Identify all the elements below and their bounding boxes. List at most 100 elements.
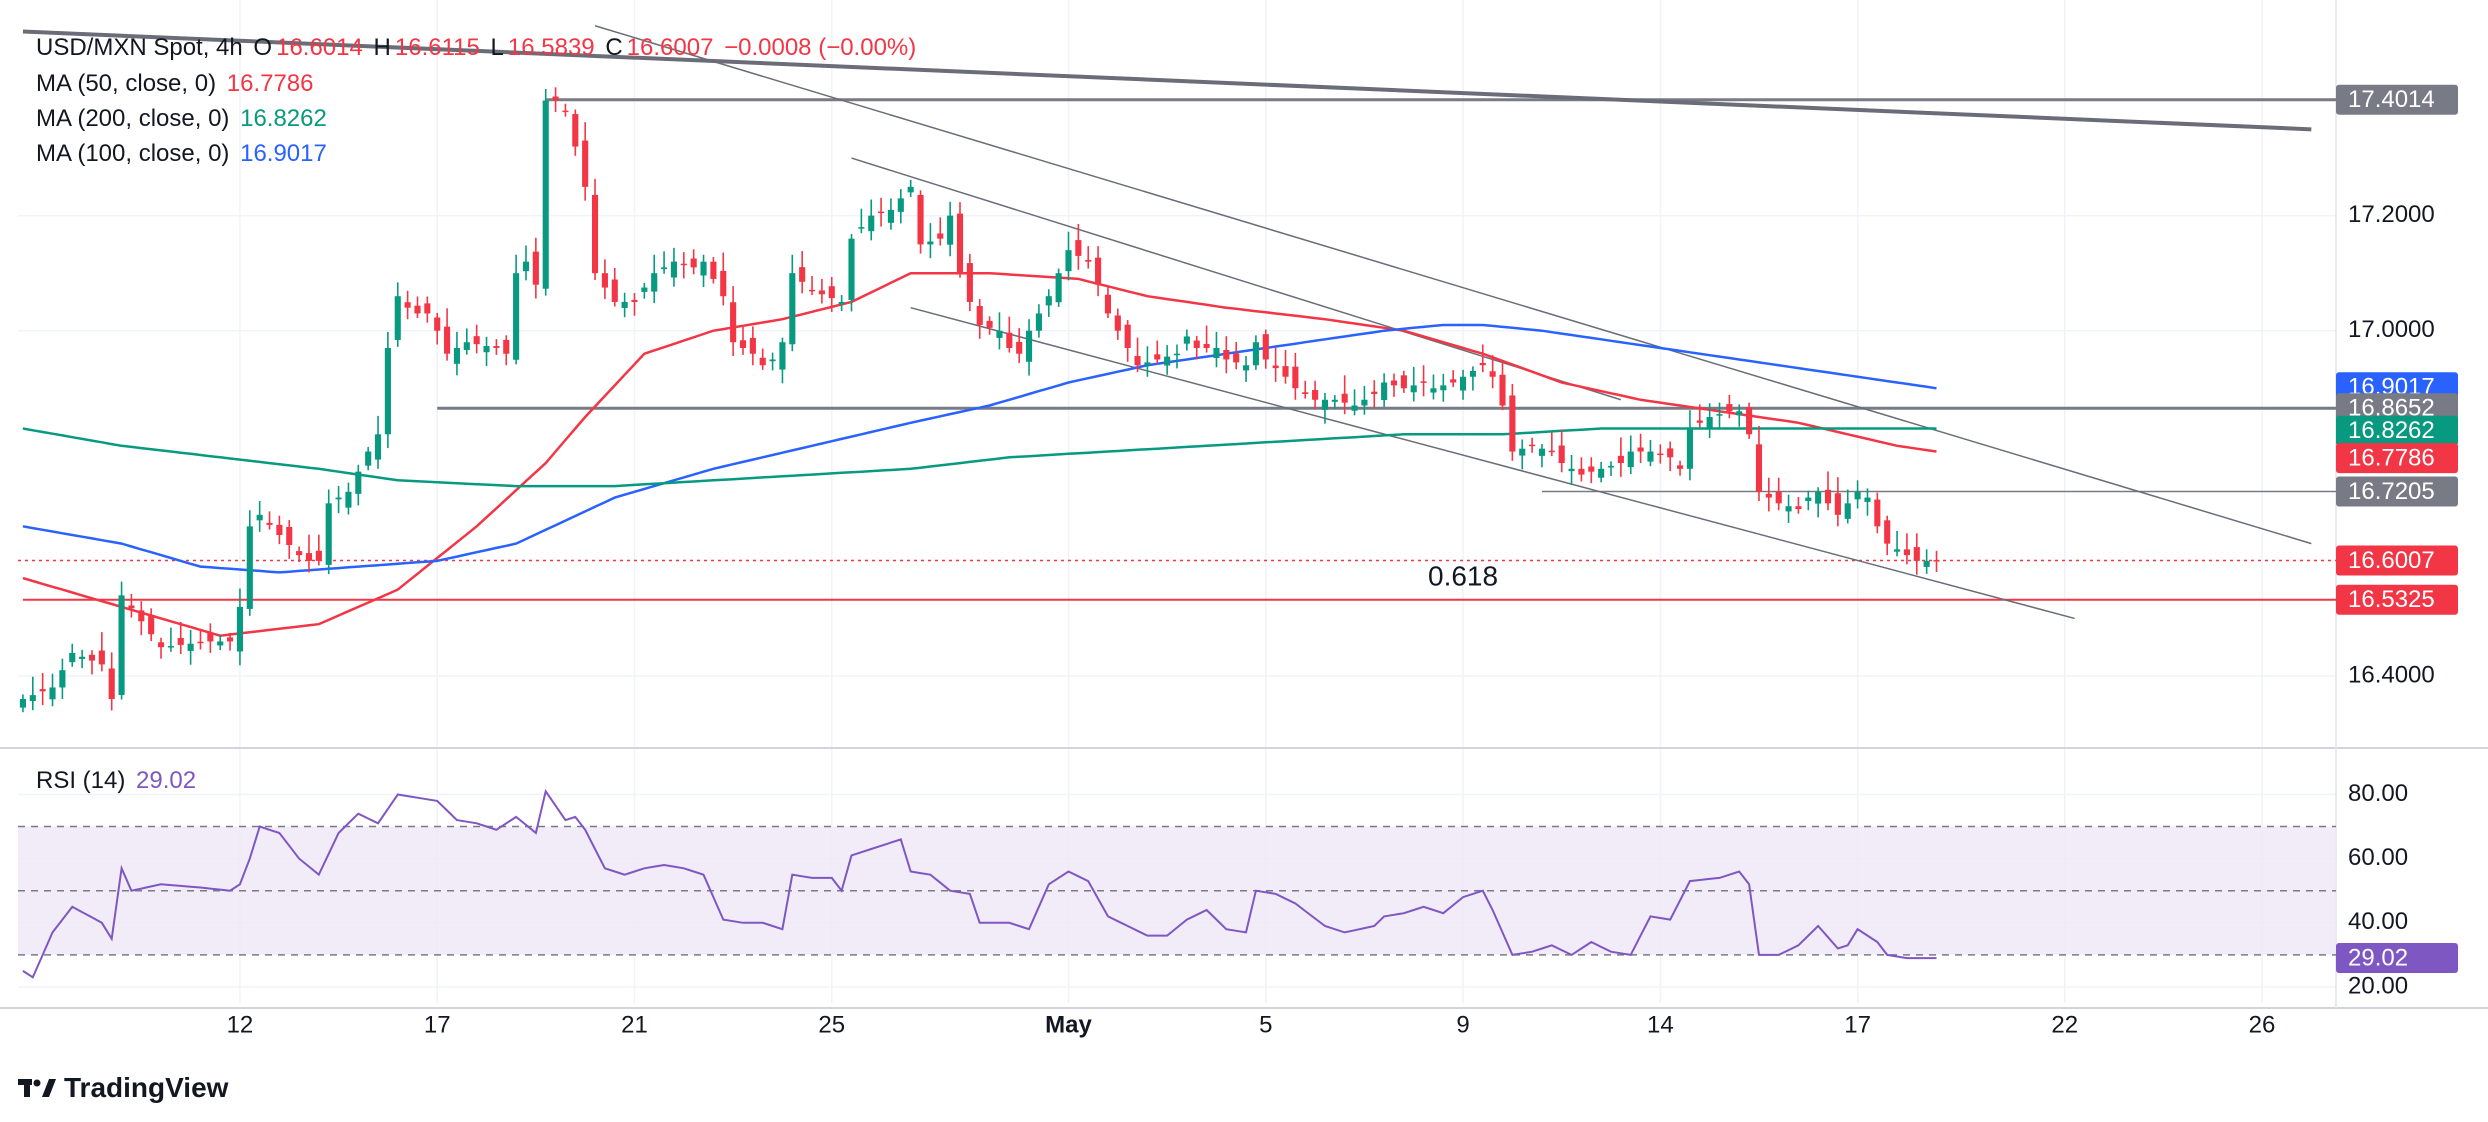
candle-172 xyxy=(1716,414,1723,416)
candle-161 xyxy=(1607,465,1615,468)
candle-59 xyxy=(601,273,608,288)
candle-89 xyxy=(897,198,904,212)
rsi-value: 29.02 xyxy=(136,767,197,794)
candle-17 xyxy=(187,643,194,651)
candle-65 xyxy=(661,267,668,270)
candle-124 xyxy=(1242,365,1250,371)
candle-85 xyxy=(858,227,865,229)
candle-1 xyxy=(29,695,36,701)
candle-16 xyxy=(177,637,184,645)
candle-46 xyxy=(473,336,480,345)
candle-82 xyxy=(828,286,835,299)
candle-170 xyxy=(1696,420,1703,423)
candle-4 xyxy=(59,670,66,688)
candle-166 xyxy=(1657,453,1664,456)
candle-32 xyxy=(335,497,342,500)
candle-2 xyxy=(39,689,46,692)
price-tag-16.5325 xyxy=(2336,584,2458,615)
candle-50 xyxy=(513,273,520,360)
candle-151 xyxy=(1509,395,1516,452)
candle-20 xyxy=(217,641,224,646)
candle-154 xyxy=(1538,448,1546,456)
legend-rsi[interactable]: RSI (14) 29.02 xyxy=(36,767,200,795)
candle-138 xyxy=(1381,382,1388,401)
candle-137 xyxy=(1371,391,1378,395)
axes: 17.2000 17.0000 16.4000 80.00 60.00 40.00 20.0… xyxy=(227,201,2435,1038)
candle-103 xyxy=(1035,313,1042,331)
candle-177 xyxy=(1765,493,1772,498)
candle-116 xyxy=(1164,356,1171,366)
time-tick-May: May xyxy=(1045,1011,1092,1038)
candle-55 xyxy=(562,110,569,113)
candle-19 xyxy=(207,632,214,642)
candle-164 xyxy=(1637,447,1644,452)
legend-ma50[interactable]: MA (50, close, 0) 16.7786 xyxy=(36,70,318,98)
rsi-line xyxy=(22,788,1937,979)
price-tag-text-16.5325: 16.5325 xyxy=(2348,586,2435,613)
candle-39 xyxy=(404,302,411,308)
time-tick-9: 9 xyxy=(1456,1011,1469,1038)
tradingview-logo[interactable]: TradingView xyxy=(18,1072,228,1104)
candle-191 xyxy=(1903,549,1910,556)
candle-113 xyxy=(1134,356,1141,366)
candle-131 xyxy=(1312,389,1319,400)
candle-23 xyxy=(246,526,253,609)
price-tick-17.0000: 17.0000 xyxy=(2348,316,2435,343)
candle-47 xyxy=(483,346,490,353)
candle-140 xyxy=(1400,375,1407,389)
candle-189 xyxy=(1884,520,1891,544)
candle-110 xyxy=(1104,294,1112,314)
candle-155 xyxy=(1548,450,1555,453)
symbol-title[interactable]: USD/MXN Spot, 4h xyxy=(36,34,243,61)
candle-37 xyxy=(384,347,391,435)
candle-61 xyxy=(621,301,628,308)
candle-133 xyxy=(1331,399,1338,402)
candle-30 xyxy=(315,550,322,561)
candle-136 xyxy=(1361,399,1368,406)
candle-72 xyxy=(730,302,737,343)
candle-181 xyxy=(1805,497,1812,502)
candle-6 xyxy=(79,656,86,659)
candle-144 xyxy=(1440,385,1447,391)
candle-41 xyxy=(424,303,431,314)
rsi-tick-40.00: 40.00 xyxy=(2348,908,2408,935)
candle-107 xyxy=(1075,240,1082,256)
candle-71 xyxy=(720,270,727,297)
candle-135 xyxy=(1351,405,1358,411)
open-value: 16.6014 xyxy=(276,34,363,61)
candle-125 xyxy=(1252,342,1259,366)
ma200-value: 16.8262 xyxy=(240,105,327,132)
brand-name: TradingView xyxy=(64,1072,229,1103)
price-tags: 17.401416.901716.865216.826216.778616.72… xyxy=(2336,84,2458,974)
rsi-tick-20.00: 20.00 xyxy=(2348,972,2408,999)
rsi-tick-80.00: 80.00 xyxy=(2348,780,2408,807)
ma50-label: MA (50, close, 0) xyxy=(36,70,217,97)
candle-52 xyxy=(532,251,539,285)
ma50-line xyxy=(22,271,1937,637)
legend-ma100[interactable]: MA (100, close, 0) 16.9017 xyxy=(36,140,331,168)
candle-75 xyxy=(759,357,766,366)
candle-3 xyxy=(49,687,56,700)
candle-147 xyxy=(1469,370,1476,377)
price-tag-text-16.7786: 16.7786 xyxy=(2348,444,2435,471)
candle-169 xyxy=(1686,428,1693,469)
candle-149 xyxy=(1489,371,1496,377)
candle-40 xyxy=(414,305,421,314)
candle-11 xyxy=(128,605,135,609)
candle-0 xyxy=(19,698,26,708)
candle-167 xyxy=(1667,448,1674,458)
candle-69 xyxy=(700,261,707,276)
candle-187 xyxy=(1864,497,1871,502)
ma50-value: 16.7786 xyxy=(226,70,314,97)
candle-54 xyxy=(552,96,559,101)
time-tick-14: 14 xyxy=(1647,1011,1674,1038)
price-tick-17.2000: 17.2000 xyxy=(2348,201,2435,228)
rsi-value-tag xyxy=(2336,943,2458,974)
legend-ma200[interactable]: MA (200, close, 0) 16.8262 xyxy=(36,105,331,133)
candle-121 xyxy=(1213,347,1220,359)
low-value: 16.5839 xyxy=(507,34,595,61)
change-value: −0.0008 (−0.00%) xyxy=(724,34,917,61)
candle-60 xyxy=(611,279,618,302)
price-tag-text-17.4014: 17.4014 xyxy=(2348,86,2435,113)
